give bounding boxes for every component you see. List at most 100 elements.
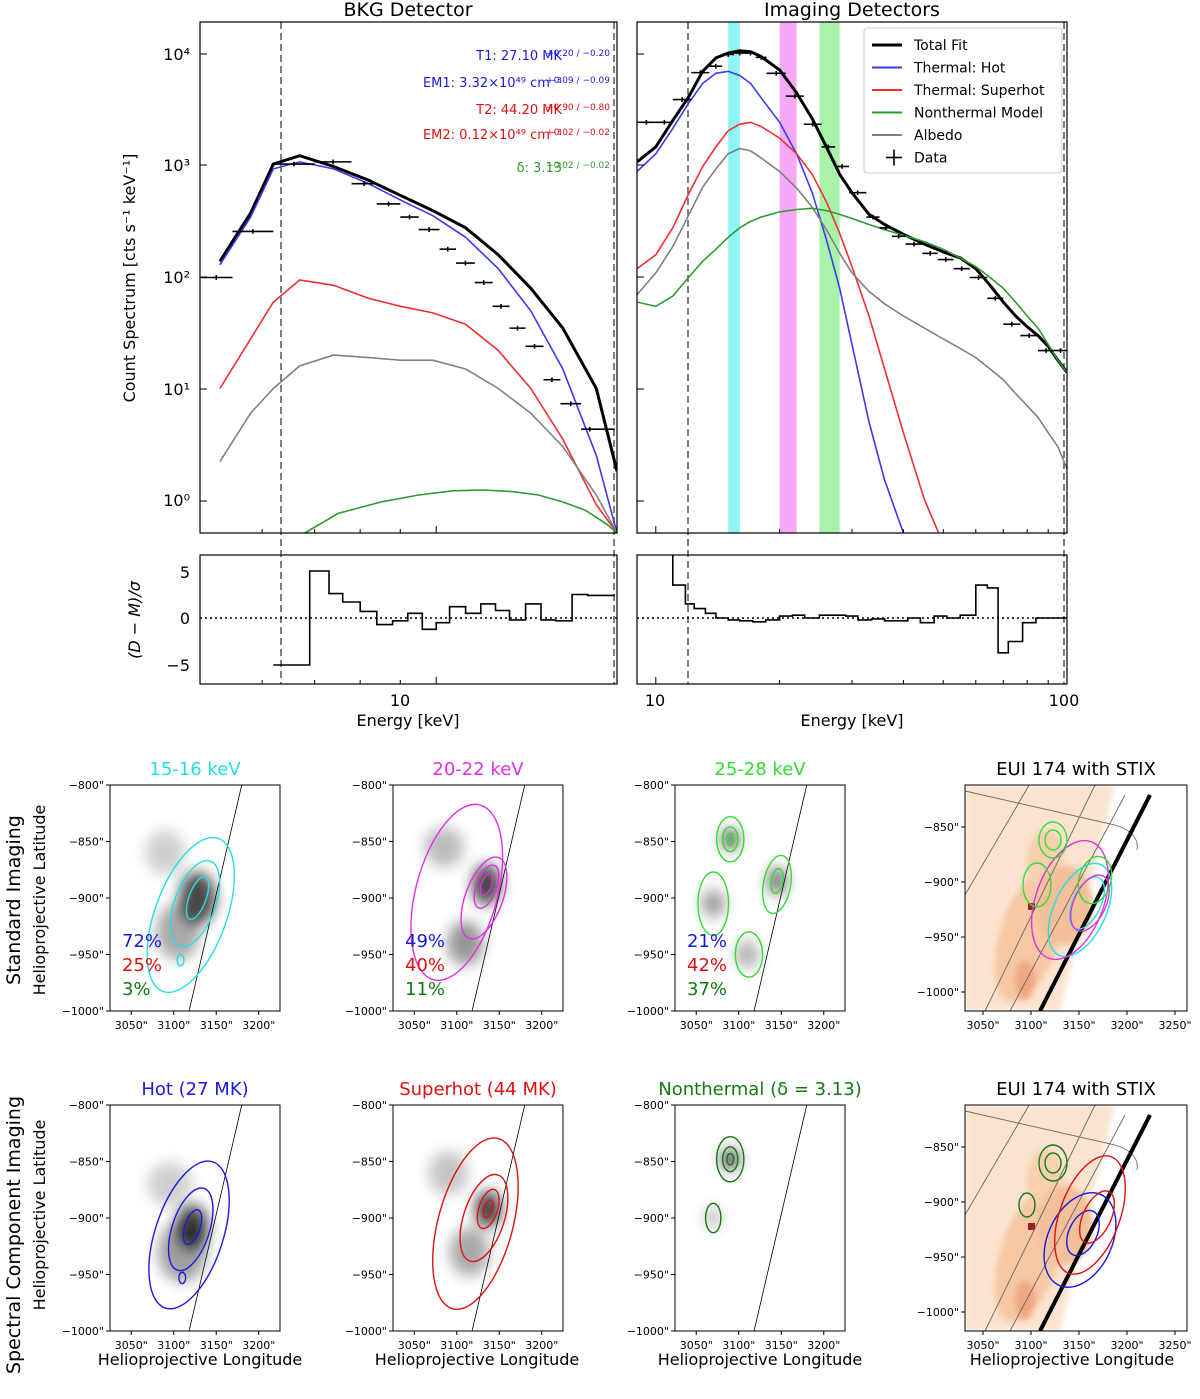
contour	[721, 826, 739, 853]
lat-tick: −950"	[69, 1269, 104, 1282]
lon-tick: 3100"	[157, 1339, 190, 1352]
param-em2: EM2: 0.12×10⁴⁹ cm⁻³	[423, 128, 562, 143]
contour	[476, 1188, 500, 1230]
component-percent: 40%	[405, 955, 445, 976]
lat-tick: −800"	[352, 779, 387, 792]
contour	[479, 872, 494, 896]
x-tick-label-bkg-10: 10	[390, 691, 410, 710]
map-title: 20-22 keV	[432, 759, 524, 780]
lon-tick: 3100"	[1014, 1019, 1047, 1032]
x-tick-label-img-100: 100	[1049, 691, 1080, 710]
map-title: Superhot (44 MK)	[399, 1079, 557, 1100]
contour	[176, 953, 185, 967]
lat-tick: −1000"	[627, 1325, 669, 1338]
res-tick-label: −5	[166, 656, 190, 675]
series-total-fit	[218, 154, 617, 472]
map-panel-25-28-kev: 25-28 keV −800" −850" −900" −950" −1000" 3050"…	[627, 759, 846, 1032]
param-t1: T1: 27.10 MK	[475, 49, 562, 64]
contour	[167, 1187, 214, 1272]
legend-label: Nonthermal Model	[914, 106, 1043, 122]
lat-tick: −1000"	[345, 1005, 387, 1018]
lat-tick: −850"	[352, 836, 387, 849]
lon-tick: 3050"	[680, 1019, 713, 1032]
map-title: Hot (27 MK)	[141, 1079, 248, 1100]
lat-tick: −1000"	[62, 1005, 104, 1018]
solar-limb-line	[471, 1105, 526, 1331]
lon-tick: 3250"	[1158, 1339, 1191, 1352]
contour	[726, 832, 735, 846]
contour	[432, 1137, 519, 1311]
lon-tick: 3200"	[807, 1019, 840, 1032]
param-em1-err: +0.09 / −0.09	[546, 76, 610, 86]
lat-tick: −1000"	[62, 1325, 104, 1338]
contour	[482, 1199, 494, 1219]
lon-tick: 3100"	[1014, 1339, 1047, 1352]
lon-tick: 3250"	[1158, 1019, 1191, 1032]
residual-frame-imaging	[636, 554, 1068, 685]
row-label-standard: Standard Imaging	[3, 815, 25, 985]
component-percent: 25%	[122, 955, 162, 976]
panel-title-bkg: BKG Detector	[343, 0, 472, 21]
series-data	[200, 159, 615, 432]
lat-tick: −900"	[69, 892, 104, 905]
param-t2-err: +0.90 / −0.80	[546, 103, 610, 113]
stix-contour	[1043, 1192, 1117, 1288]
lat-tick: −850"	[69, 1156, 104, 1169]
lon-label-4: Helioprojective Longitude	[970, 1350, 1175, 1369]
lat-tick: −850"	[69, 836, 104, 849]
contour	[169, 859, 221, 948]
lon-tick: 3200"	[525, 1339, 558, 1352]
lat-tick: −900"	[352, 892, 387, 905]
lat-tick: −1000"	[345, 1325, 387, 1338]
y-tick-label: 10⁴	[163, 45, 190, 64]
legend-box	[863, 27, 1063, 174]
series-data	[637, 50, 1067, 353]
lat-tick: −850"	[924, 821, 959, 834]
contour	[761, 854, 793, 915]
lat-label-row2: Helioprojective Latitude	[30, 1120, 49, 1311]
map-panel-20-22-kev: 20-22 keV −800" −850" −900" −950" −1000" 3050"…	[345, 759, 564, 1032]
lon-tick: 3050"	[398, 1019, 431, 1032]
solar-limb-line	[753, 1105, 808, 1331]
band-15-16-keV	[728, 22, 740, 533]
lat-tick: −850"	[634, 1156, 669, 1169]
lat-tick: −950"	[352, 1269, 387, 1282]
lon-tick: 3050"	[680, 1339, 713, 1352]
legend-item: Albedo	[872, 128, 962, 144]
bkg-residuals	[273, 570, 615, 666]
spectrum-y-tickmarks	[200, 53, 644, 502]
lat-tick: −800"	[634, 779, 669, 792]
component-percent: 37%	[687, 979, 727, 1000]
contour	[460, 856, 508, 940]
series-albedo	[219, 354, 617, 533]
param-t2: T2: 44.20 MK	[475, 103, 562, 118]
series-albedo	[637, 147, 1067, 469]
lon-tick: 3150"	[1062, 1019, 1095, 1032]
lat-tick: −950"	[924, 931, 959, 944]
map-title: Nonthermal (δ = 3.13)	[658, 1079, 861, 1100]
lat-tick: −800"	[634, 1099, 669, 1112]
contour	[178, 1271, 187, 1285]
lat-tick: −900"	[634, 1212, 669, 1225]
param-delta: δ: 3.13	[517, 161, 562, 176]
lat-tick: −900"	[924, 1196, 959, 1209]
lat-tick: −1000"	[917, 1306, 959, 1319]
panel-title-imaging: Imaging Detectors	[764, 0, 940, 21]
lon-tick: 3100"	[440, 1019, 473, 1032]
x-tick-label-img-10: 10	[645, 691, 665, 710]
lat-tick: −950"	[634, 949, 669, 962]
lon-tick: 3050"	[115, 1339, 148, 1352]
contour	[148, 1160, 230, 1310]
stix-contour	[1038, 1144, 1068, 1182]
contour	[182, 1208, 203, 1246]
lon-tick: 3050"	[398, 1339, 431, 1352]
component-percent: 3%	[122, 979, 151, 1000]
lat-tick: −900"	[352, 1212, 387, 1225]
band-25-28-keV	[819, 22, 840, 533]
series-nonthermal-model	[637, 207, 1067, 373]
legend-item: Thermal: Hot	[872, 61, 1006, 77]
emission-image	[705, 1149, 740, 1228]
lon-tick: 3200"	[242, 1019, 275, 1032]
map-panel-superhot-44-mk-: Superhot (44 MK) −800" −850" −900" −950" −100…	[345, 1079, 564, 1352]
lon-tick: 3200"	[242, 1339, 275, 1352]
